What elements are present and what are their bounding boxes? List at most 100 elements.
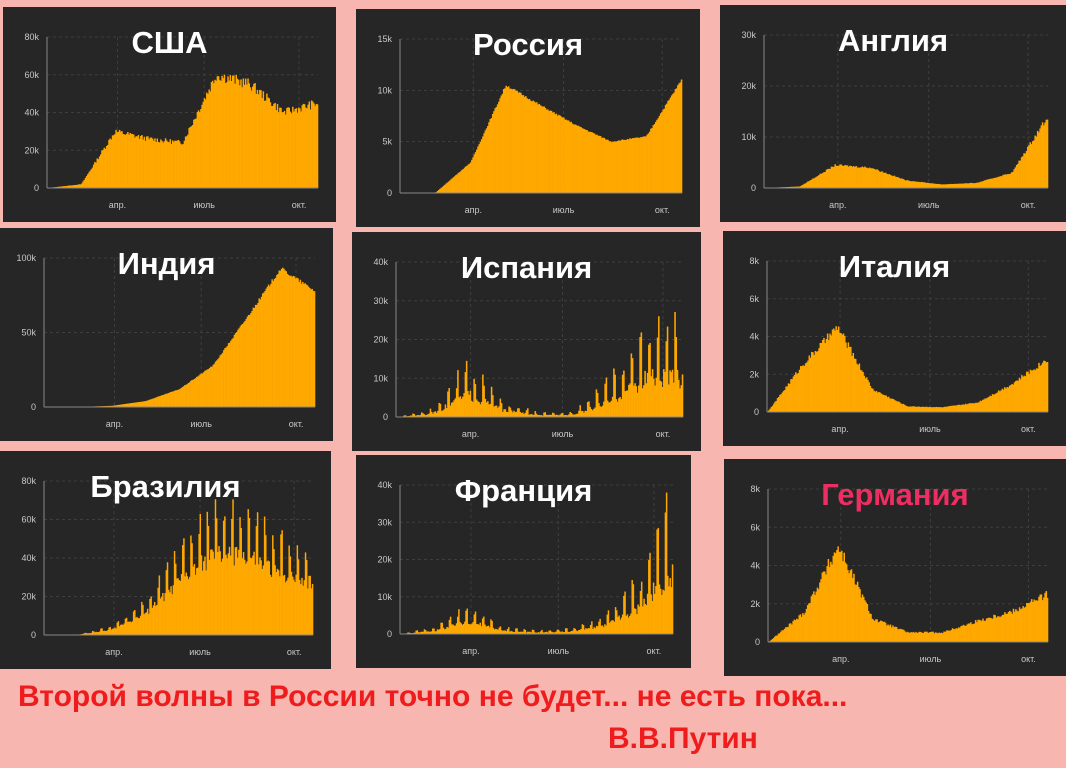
bar bbox=[145, 612, 148, 635]
bar bbox=[116, 132, 118, 188]
bar bbox=[130, 622, 133, 635]
bar bbox=[79, 184, 82, 188]
bar bbox=[930, 183, 933, 188]
bar bbox=[293, 276, 296, 407]
bar bbox=[1020, 157, 1023, 188]
bar bbox=[948, 630, 950, 642]
bar bbox=[841, 550, 843, 642]
bar bbox=[85, 175, 88, 188]
bar bbox=[969, 403, 972, 412]
bar bbox=[643, 136, 646, 193]
bar bbox=[218, 546, 220, 635]
x-tick-label: июль bbox=[190, 419, 212, 429]
bar bbox=[566, 415, 569, 417]
bar bbox=[994, 177, 997, 188]
bar bbox=[286, 273, 289, 407]
bar bbox=[259, 89, 261, 188]
bar bbox=[206, 369, 209, 407]
bar bbox=[813, 178, 815, 188]
bar bbox=[662, 109, 664, 193]
bar bbox=[797, 186, 799, 188]
bar bbox=[290, 275, 292, 407]
bar bbox=[143, 614, 145, 635]
bar bbox=[213, 83, 215, 188]
bar bbox=[528, 414, 530, 417]
y-tick-label: 4k bbox=[750, 561, 760, 571]
bar bbox=[664, 512, 667, 634]
bar bbox=[530, 632, 533, 634]
bar bbox=[1028, 145, 1030, 188]
bar bbox=[1013, 382, 1016, 412]
x-tick-label: июль bbox=[552, 429, 574, 439]
bars-spain bbox=[397, 311, 684, 417]
bar bbox=[174, 563, 177, 635]
bar bbox=[865, 377, 868, 412]
bar bbox=[108, 405, 111, 407]
bar bbox=[192, 566, 195, 635]
bar bbox=[228, 546, 231, 635]
bar bbox=[977, 182, 980, 188]
bar bbox=[293, 579, 295, 635]
bar bbox=[294, 278, 297, 407]
bar bbox=[211, 549, 213, 635]
bar bbox=[972, 623, 975, 642]
bar bbox=[626, 614, 629, 634]
bar bbox=[245, 563, 247, 635]
bar bbox=[464, 372, 467, 417]
bar bbox=[854, 358, 857, 412]
bar bbox=[805, 182, 808, 188]
bar bbox=[984, 398, 986, 412]
bar bbox=[522, 631, 524, 634]
bar bbox=[825, 574, 827, 642]
bar bbox=[832, 555, 835, 642]
bar bbox=[959, 183, 961, 188]
bar bbox=[446, 182, 449, 193]
bar bbox=[1034, 135, 1036, 188]
bar bbox=[72, 185, 75, 188]
bar bbox=[487, 126, 489, 193]
bar bbox=[96, 632, 99, 635]
bar bbox=[238, 549, 240, 635]
bar bbox=[947, 406, 950, 412]
bar bbox=[968, 183, 971, 188]
bar bbox=[591, 132, 593, 193]
bar bbox=[970, 622, 972, 642]
bar bbox=[221, 75, 223, 188]
bar bbox=[600, 625, 603, 634]
bar bbox=[847, 569, 849, 642]
bar bbox=[658, 584, 661, 634]
bar bbox=[283, 574, 286, 635]
bar bbox=[836, 329, 839, 412]
bar bbox=[264, 100, 267, 188]
bar bbox=[435, 631, 438, 634]
bar bbox=[132, 611, 135, 635]
bar bbox=[235, 546, 238, 635]
bar bbox=[163, 141, 166, 188]
bar bbox=[166, 562, 169, 635]
bar bbox=[484, 130, 487, 193]
bar bbox=[403, 415, 406, 417]
bar bbox=[288, 107, 291, 188]
bar bbox=[888, 174, 891, 188]
bar bbox=[651, 600, 654, 634]
y-tick-label: 0 bbox=[34, 183, 39, 193]
bar bbox=[62, 186, 64, 188]
bar bbox=[951, 405, 954, 412]
bar bbox=[477, 146, 479, 193]
bar bbox=[645, 136, 647, 193]
bar bbox=[197, 376, 199, 407]
bar bbox=[559, 115, 561, 193]
bar bbox=[894, 176, 897, 188]
bar bbox=[556, 629, 559, 634]
bar bbox=[819, 343, 822, 412]
bar bbox=[985, 398, 988, 412]
bar bbox=[654, 385, 656, 417]
bar bbox=[523, 414, 525, 417]
bar bbox=[644, 603, 646, 634]
bar bbox=[295, 574, 297, 635]
bar bbox=[267, 560, 269, 635]
bar bbox=[797, 372, 800, 412]
bar bbox=[462, 396, 464, 417]
bar bbox=[570, 121, 572, 193]
bar bbox=[984, 620, 987, 642]
